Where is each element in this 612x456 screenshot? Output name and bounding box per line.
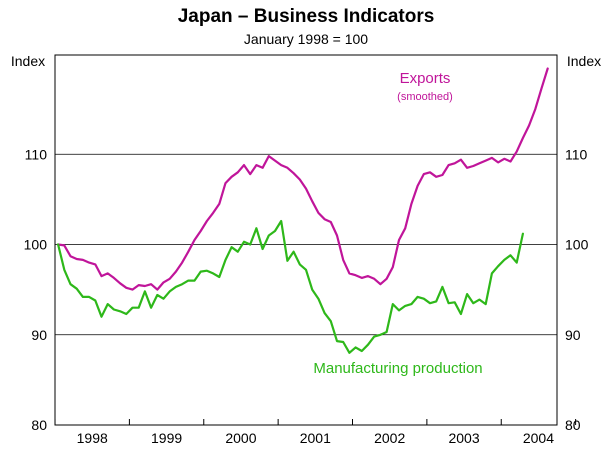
- x-tick-label-2001: 2001: [300, 430, 331, 446]
- y-tick-labels: 80 80 90 90 100 100 110 110: [24, 146, 589, 433]
- chart-subtitle: January 1998 = 100: [244, 31, 368, 47]
- y-tick-left-90: 90: [31, 327, 47, 343]
- x-tick-label-1999: 1999: [151, 430, 182, 446]
- manufacturing-production-line: [56, 219, 525, 354]
- chart-title: Japan – Business Indicators: [178, 6, 435, 27]
- x-tick-label-2003: 2003: [448, 430, 479, 446]
- gridlines: [55, 153, 557, 336]
- exports-label: Exports: [400, 70, 451, 87]
- y-tick-right-110: 110: [565, 146, 588, 162]
- manufacturing-label: Manufacturing production: [313, 360, 482, 377]
- y-tick-right-80: 80: [565, 417, 581, 433]
- y-tick-left-100: 100: [24, 237, 48, 253]
- x-tick-label-2000: 2000: [225, 430, 256, 446]
- y-tick-right-90: 90: [565, 327, 581, 343]
- y-axis-label-right: Index: [567, 53, 601, 69]
- exports-line: [56, 67, 549, 291]
- y-tick-left-110: 110: [25, 146, 48, 162]
- y-tick-right-100: 100: [565, 237, 589, 253]
- exports-annotation: Exports (smoothed): [397, 70, 453, 103]
- y-axis-label-left: Index: [11, 53, 45, 69]
- plot-frame: [54, 54, 558, 426]
- x-tick-label-2002: 2002: [374, 430, 405, 446]
- x-tick-label-2004: 2004: [523, 430, 554, 446]
- series-lines: [56, 67, 549, 354]
- x-tick-marks: [54, 419, 577, 425]
- exports-sublabel: (smoothed): [397, 91, 453, 103]
- x-tick-labels: 1998 1999 2000 2001 2002 2003 2004: [77, 430, 555, 446]
- x-tick-label-1998: 1998: [77, 430, 108, 446]
- y-tick-left-80: 80: [31, 417, 47, 433]
